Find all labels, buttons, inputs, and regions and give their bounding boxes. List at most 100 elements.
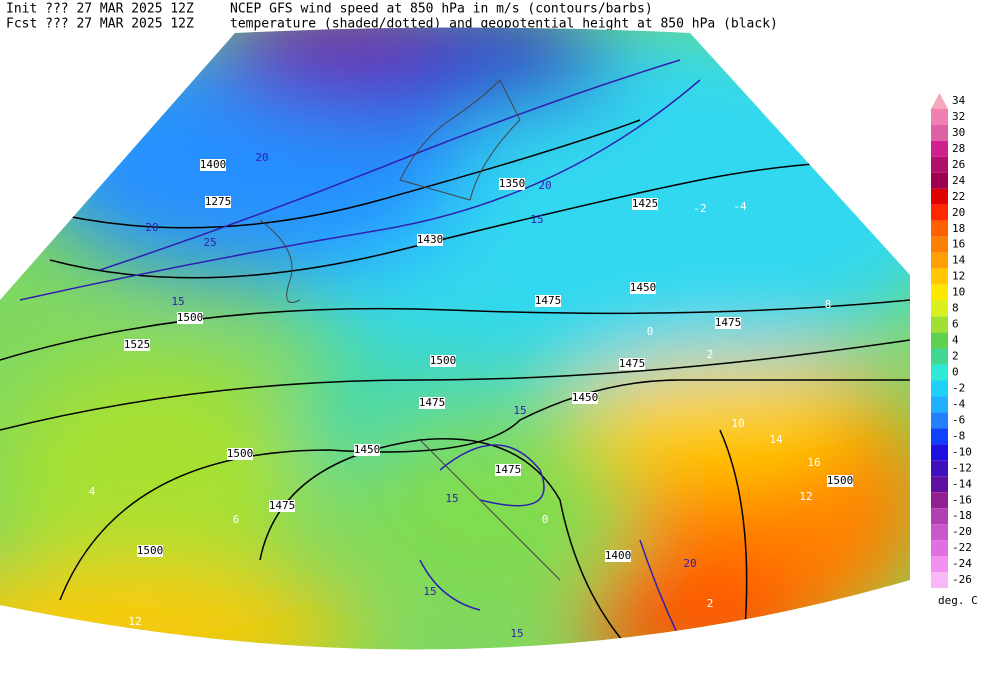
temp-label: -4 bbox=[733, 200, 747, 213]
colorbar-label: -20 bbox=[952, 525, 972, 538]
height-label: 1430 bbox=[417, 233, 444, 246]
colorbar-swatch bbox=[931, 444, 948, 461]
colorbar-label: 4 bbox=[952, 334, 959, 347]
wind-label: 15 bbox=[171, 295, 184, 308]
colorbar-label: 8 bbox=[952, 302, 959, 315]
colorbar-label: 24 bbox=[952, 174, 966, 187]
colorbar-arrow bbox=[931, 93, 948, 109]
colorbar-label: -4 bbox=[952, 397, 966, 410]
colorbar-label: 14 bbox=[952, 254, 966, 267]
label-bg bbox=[124, 339, 150, 351]
colorbar-swatch bbox=[931, 268, 948, 285]
colorbar-swatch bbox=[931, 172, 948, 189]
colorbar-label: 32 bbox=[952, 110, 965, 123]
colorbar-label: 2 bbox=[952, 350, 959, 363]
temp-label: -2 bbox=[693, 202, 706, 215]
height-label: 1475 bbox=[495, 463, 522, 476]
wind-label: 15 bbox=[423, 585, 436, 598]
colorbar-label: 20 bbox=[952, 206, 965, 219]
colorbar-swatch bbox=[931, 204, 948, 221]
temp-label: 14 bbox=[769, 433, 783, 446]
label-bg bbox=[354, 444, 380, 456]
label-bg bbox=[205, 196, 231, 208]
label-bg bbox=[632, 198, 658, 210]
temp-label: 2 bbox=[707, 348, 714, 361]
wind-label: 20 bbox=[255, 151, 268, 164]
colorbar-label: 34 bbox=[952, 94, 966, 107]
subtitle: temperature (shaded/dotted) and geopoten… bbox=[230, 17, 778, 32]
height-label: 1500 bbox=[827, 474, 854, 487]
colorbar-label: 22 bbox=[952, 190, 965, 203]
colorbar-swatch bbox=[931, 540, 948, 557]
height-label: 1275 bbox=[205, 195, 232, 208]
label-bg bbox=[269, 500, 295, 512]
height-label: 1400 bbox=[605, 549, 632, 562]
temp-label: 4 bbox=[89, 485, 96, 498]
colorbar-label: -6 bbox=[952, 413, 965, 426]
colorbar-label: -16 bbox=[952, 493, 972, 506]
colorbar-label: -18 bbox=[952, 509, 972, 522]
height-label: 1475 bbox=[419, 396, 446, 409]
colorbar-swatch bbox=[931, 188, 948, 205]
colorbar-swatch bbox=[931, 300, 948, 317]
colorbar-label: 6 bbox=[952, 318, 959, 331]
label-bg bbox=[827, 475, 853, 487]
colorbar-swatch bbox=[931, 412, 948, 429]
height-label: 1400 bbox=[200, 158, 227, 171]
colorbar-unit: deg. C bbox=[938, 594, 978, 607]
colorbar-swatch bbox=[931, 508, 948, 525]
height-label: 1425 bbox=[632, 197, 659, 210]
wind-label: 15 bbox=[445, 492, 458, 505]
colorbar-swatch bbox=[931, 220, 948, 237]
temp-label: 12 bbox=[799, 490, 812, 503]
colorbar-label: -8 bbox=[952, 429, 965, 442]
label-bg bbox=[417, 234, 443, 246]
temp-label: 8 bbox=[825, 298, 832, 311]
label-bg bbox=[572, 392, 598, 404]
height-label: 1500 bbox=[430, 354, 457, 367]
label-bg bbox=[619, 358, 645, 370]
height-label: 1450 bbox=[354, 443, 381, 456]
wind-label: 15 bbox=[513, 404, 526, 417]
height-label: 1450 bbox=[630, 281, 657, 294]
colorbar-swatch bbox=[931, 476, 948, 493]
label-bg bbox=[419, 397, 445, 409]
title: NCEP GFS wind speed at 850 hPa in m/s (c… bbox=[230, 2, 653, 17]
colorbar-swatch bbox=[931, 108, 948, 125]
colorbar-label: -10 bbox=[952, 445, 972, 458]
label-bg bbox=[535, 295, 561, 307]
height-label: 1475 bbox=[535, 294, 562, 307]
label-bg bbox=[499, 178, 525, 190]
temp-label: 2 bbox=[707, 597, 714, 610]
colorbar-swatch bbox=[931, 124, 948, 141]
colorbar-swatch bbox=[931, 524, 948, 541]
colorbar-swatch bbox=[931, 156, 948, 173]
height-label: 1475 bbox=[269, 499, 296, 512]
colorbar-label: -22 bbox=[952, 541, 972, 554]
colorbar-label: -24 bbox=[952, 557, 972, 570]
temp-label: 6 bbox=[233, 513, 240, 526]
label-bg bbox=[227, 448, 253, 460]
colorbar-swatch bbox=[931, 284, 948, 301]
colorbar-swatch bbox=[931, 380, 948, 397]
wind-label: 20 bbox=[145, 221, 158, 234]
colorbar-swatch bbox=[931, 428, 948, 445]
temp-label: 16 bbox=[807, 456, 820, 469]
colorbar-label: 12 bbox=[952, 270, 965, 283]
colorbar-label: 30 bbox=[952, 126, 965, 139]
wind-label: 20 bbox=[538, 179, 551, 192]
height-label: 1475 bbox=[619, 357, 646, 370]
forecast-time: Fcst ??? 27 MAR 2025 12Z bbox=[6, 17, 194, 32]
colorbar-label: 28 bbox=[952, 142, 965, 155]
colorbar-swatch bbox=[931, 236, 948, 253]
temp-label: 10 bbox=[731, 417, 744, 430]
colorbar-label: 18 bbox=[952, 222, 965, 235]
label-bg bbox=[200, 159, 226, 171]
wind-label: 15 bbox=[530, 213, 543, 226]
height-label: 1500 bbox=[137, 544, 164, 557]
wind-label: 20 bbox=[683, 557, 696, 570]
temp-label: 0 bbox=[542, 513, 549, 526]
height-label: 1500 bbox=[227, 447, 254, 460]
height-label: 1350 bbox=[499, 177, 526, 190]
colorbar-swatch bbox=[931, 140, 948, 157]
